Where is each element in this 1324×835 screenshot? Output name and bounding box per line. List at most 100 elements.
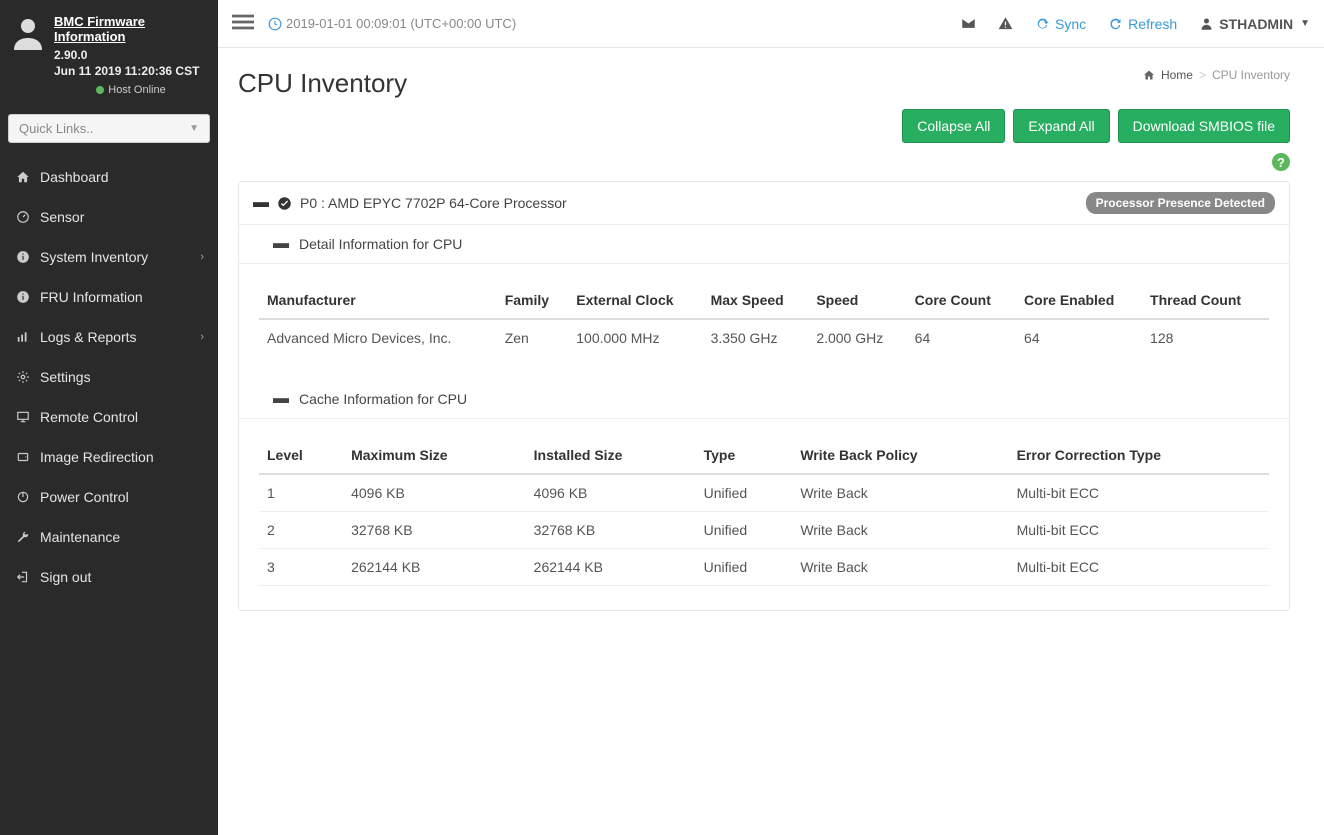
disk-icon (16, 450, 30, 464)
table-cell: Advanced Micro Devices, Inc. (259, 319, 497, 356)
table-cell: 100.000 MHz (568, 319, 702, 356)
column-header: Speed (808, 282, 906, 319)
table-cell: 3.350 GHz (703, 319, 809, 356)
sidebar-item-dashboard[interactable]: Dashboard (0, 157, 218, 197)
sidebar-item-label: Power Control (40, 489, 129, 505)
sidebar-item-label: Dashboard (40, 169, 109, 185)
user-menu[interactable]: STHADMIN ▼ (1199, 16, 1310, 32)
column-header: Core Enabled (1016, 282, 1142, 319)
table-cell: Zen (497, 319, 569, 356)
table-cell: 32768 KB (343, 512, 526, 549)
column-header: Max Speed (703, 282, 809, 319)
sidebar-item-label: Maintenance (40, 529, 120, 545)
table-cell: 3 (259, 549, 343, 586)
cpu-panel-header[interactable]: ▬ P0 : AMD EPYC 7702P 64-Core Processor … (239, 182, 1289, 225)
monitor-icon (16, 410, 30, 424)
column-header: Error Correction Type (1009, 437, 1269, 474)
breadcrumb-home[interactable]: Home (1161, 68, 1193, 82)
download-smbios-button[interactable]: Download SMBIOS file (1118, 109, 1290, 143)
sidebar-item-sign-out[interactable]: Sign out (0, 557, 218, 597)
collapse-icon[interactable]: ▬ (273, 235, 289, 253)
table-cell: 2.000 GHz (808, 319, 906, 356)
quick-links-label: Quick Links.. (19, 121, 93, 136)
sidebar-item-remote-control[interactable]: Remote Control (0, 397, 218, 437)
cache-section-header[interactable]: ▬ Cache Information for CPU (239, 380, 1289, 419)
chevron-down-icon: ▼ (189, 123, 199, 134)
sidebar-item-maintenance[interactable]: Maintenance (0, 517, 218, 557)
sidebar-item-image-redirection[interactable]: Image Redirection (0, 437, 218, 477)
home-icon (16, 170, 30, 184)
collapse-icon[interactable]: ▬ (253, 195, 269, 211)
wrench-icon (16, 530, 30, 544)
page-title: CPU Inventory (238, 68, 407, 99)
sidebar-item-label: FRU Information (40, 289, 143, 305)
table-row: 3262144 KB262144 KBUnifiedWrite BackMult… (259, 549, 1269, 586)
table-cell: 262144 KB (526, 549, 696, 586)
warning-icon[interactable] (998, 16, 1013, 31)
table-cell: 4096 KB (343, 474, 526, 512)
help-icon[interactable]: ? (1272, 153, 1290, 171)
column-header: Level (259, 437, 343, 474)
column-header: Thread Count (1142, 282, 1269, 319)
cpu-cache-table: LevelMaximum SizeInstalled SizeTypeWrite… (259, 437, 1269, 586)
table-cell: Multi-bit ECC (1009, 474, 1269, 512)
refresh-button[interactable]: Refresh (1108, 16, 1177, 32)
chevron-down-icon: ▼ (1300, 18, 1310, 29)
firmware-version: 2.90.0 (54, 48, 208, 62)
hamburger-button[interactable] (232, 11, 254, 36)
detail-header-label: Detail Information for CPU (299, 236, 462, 252)
detail-section-header[interactable]: ▬ Detail Information for CPU (239, 225, 1289, 264)
table-cell: Unified (696, 512, 793, 549)
collapse-icon[interactable]: ▬ (273, 390, 289, 408)
gear-icon (16, 370, 30, 384)
main-area: 2019-01-01 00:09:01 (UTC+00:00 UTC) Sync… (218, 0, 1324, 835)
sidebar-item-label: Image Redirection (40, 449, 154, 465)
table-cell: Write Back (792, 512, 1008, 549)
info-icon (16, 250, 30, 264)
table-row: 14096 KB4096 KBUnifiedWrite BackMulti-bi… (259, 474, 1269, 512)
firmware-build: Jun 11 2019 11:20:36 CST (54, 64, 208, 78)
column-header: External Clock (568, 282, 702, 319)
sidebar-nav: DashboardSensorSystem Inventory›FRU Info… (0, 157, 218, 597)
table-cell: 64 (907, 319, 1016, 356)
table-cell: Unified (696, 549, 793, 586)
table-cell: 262144 KB (343, 549, 526, 586)
clock-display: 2019-01-01 00:09:01 (UTC+00:00 UTC) (268, 16, 516, 31)
sidebar-item-label: Logs & Reports (40, 329, 137, 345)
sidebar-item-logs-reports[interactable]: Logs & Reports › (0, 317, 218, 357)
table-cell: Unified (696, 474, 793, 512)
table-cell: 64 (1016, 319, 1142, 356)
bars-icon (16, 330, 30, 344)
column-header: Write Back Policy (792, 437, 1008, 474)
expand-all-button[interactable]: Expand All (1013, 109, 1109, 143)
sidebar-item-power-control[interactable]: Power Control (0, 477, 218, 517)
sidebar-item-system-inventory[interactable]: System Inventory› (0, 237, 218, 277)
table-cell: 128 (1142, 319, 1269, 356)
sidebar-item-sensor[interactable]: Sensor (0, 197, 218, 237)
signout-icon (16, 570, 30, 584)
gauge-icon (16, 210, 30, 224)
firmware-info-box: BMC Firmware Information 2.90.0 Jun 11 2… (0, 0, 218, 106)
sync-button[interactable]: Sync (1035, 16, 1086, 32)
table-cell: 2 (259, 512, 343, 549)
cpu-header-label: P0 : AMD EPYC 7702P 64-Core Processor (300, 195, 567, 211)
sidebar-item-fru-information[interactable]: FRU Information (0, 277, 218, 317)
sidebar-item-settings[interactable]: Settings (0, 357, 218, 397)
sidebar-item-label: System Inventory (40, 249, 148, 265)
table-cell: Write Back (792, 549, 1008, 586)
table-cell: Write Back (792, 474, 1008, 512)
column-header: Maximum Size (343, 437, 526, 474)
column-header: Manufacturer (259, 282, 497, 319)
quick-links-dropdown[interactable]: Quick Links.. ▼ (8, 114, 210, 143)
collapse-all-button[interactable]: Collapse All (902, 109, 1005, 143)
sidebar-item-label: Settings (40, 369, 91, 385)
check-circle-icon (277, 195, 292, 212)
cpu-panel: ▬ P0 : AMD EPYC 7702P 64-Core Processor … (238, 181, 1290, 611)
mail-icon[interactable] (961, 16, 976, 31)
breadcrumb-current: CPU Inventory (1212, 68, 1290, 82)
chevron-right-icon: › (200, 331, 204, 343)
home-icon (1143, 69, 1155, 81)
presence-badge: Processor Presence Detected (1086, 192, 1275, 214)
firmware-title[interactable]: BMC Firmware Information (54, 14, 208, 44)
column-header: Family (497, 282, 569, 319)
